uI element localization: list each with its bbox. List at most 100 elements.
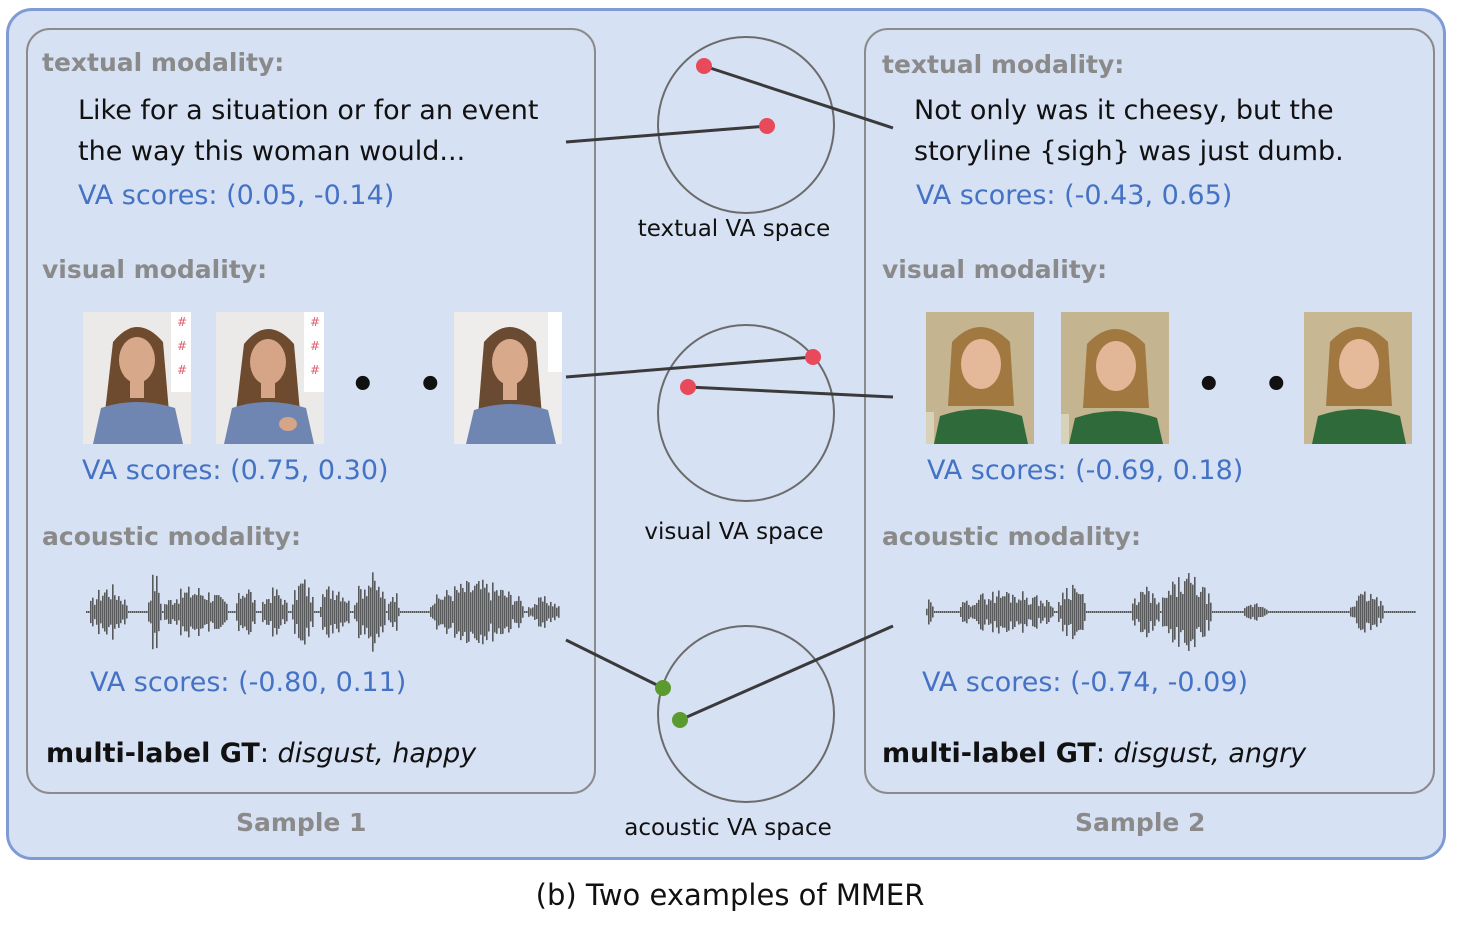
waveform-bar	[1264, 608, 1266, 616]
waveform-bar	[420, 611, 422, 613]
sample-2-video-frame-2	[1061, 312, 1169, 444]
waveform-bar	[360, 589, 362, 635]
waveform-bar	[1112, 611, 1114, 613]
waveform-bar	[252, 602, 254, 622]
waveform-bar	[942, 611, 944, 613]
waveform-bar	[408, 611, 410, 613]
waveform-bar	[220, 597, 222, 627]
waveform-bar	[1022, 591, 1024, 633]
waveform-bar	[1238, 611, 1240, 613]
waveform-bar	[972, 605, 974, 619]
waveform-bar	[1242, 611, 1244, 613]
waveform-bar	[316, 611, 318, 613]
waveform-bar	[1394, 611, 1396, 613]
waveform-bar	[264, 604, 266, 620]
waveform-bar	[1038, 606, 1040, 618]
waveform-bar	[314, 611, 316, 613]
waveform-bar	[1386, 611, 1388, 613]
waveform-bar	[1400, 611, 1402, 613]
waveform-bar	[1358, 595, 1360, 629]
waveform-bar	[1042, 603, 1044, 621]
waveform-bar	[116, 599, 118, 625]
waveform-bar	[224, 601, 226, 623]
waveform-bar	[302, 583, 304, 641]
waveform-bar	[432, 605, 434, 619]
waveform-bar	[400, 611, 402, 613]
waveform-bar	[530, 608, 532, 616]
waveform-bar	[284, 599, 286, 625]
waveform-bar	[1000, 597, 1002, 627]
sample-1-visual-va: VA scores: (0.75, 0.30)	[82, 455, 389, 486]
waveform-bar	[1032, 597, 1034, 627]
waveform-bar	[952, 611, 954, 613]
waveform-bar	[394, 602, 396, 622]
waveform-bar	[416, 611, 418, 613]
sample-1-textual-va: VA scores: (0.05, -0.14)	[78, 180, 395, 211]
waveform-bar	[378, 586, 380, 638]
waveform-bar	[1014, 596, 1016, 628]
waveform-bar	[468, 582, 470, 642]
waveform-bar	[546, 603, 548, 621]
waveform-bar	[1348, 611, 1350, 613]
waveform-bar	[1016, 602, 1018, 622]
waveform-bar	[234, 611, 236, 613]
waveform-bar	[1072, 584, 1074, 640]
waveform-bar	[1330, 611, 1332, 613]
waveform-bar	[1340, 611, 1342, 613]
waveform-bar	[368, 585, 370, 639]
waveform-bar	[986, 604, 988, 620]
waveform-bar	[492, 582, 494, 642]
waveform-bar	[1006, 591, 1008, 633]
waveform-bar	[1300, 611, 1302, 613]
waveform-bar	[1328, 611, 1330, 613]
waveform-bar	[1326, 611, 1328, 613]
waveform-bar	[1088, 611, 1090, 613]
waveform-bar	[182, 597, 184, 627]
waveform-bar	[458, 592, 460, 632]
waveform-bar	[1410, 611, 1412, 613]
waveform-bar	[442, 599, 444, 625]
sample-2-acoustic-va: VA scores: (-0.74, -0.09)	[922, 667, 1249, 698]
waveform-bar	[310, 602, 312, 622]
sample-1-acoustic-va: VA scores: (-0.80, 0.11)	[90, 667, 407, 698]
waveform-bar	[242, 595, 244, 629]
waveform-bar	[340, 601, 342, 623]
waveform-bar	[1158, 602, 1160, 622]
waveform-bar	[448, 595, 450, 629]
waveform-bar	[108, 596, 110, 628]
waveform-bar	[516, 600, 518, 624]
waveform-bar	[404, 611, 406, 613]
waveform-bar	[478, 581, 480, 643]
waveform-bar	[216, 595, 218, 629]
sample-1-ground-truth: multi-label GT: disgust, happy	[46, 738, 476, 769]
waveform-bar	[1382, 605, 1384, 619]
waveform-bar	[480, 589, 482, 635]
waveform-bar	[1012, 594, 1014, 630]
waveform-bar	[392, 597, 394, 627]
waveform-bar	[554, 603, 556, 621]
waveform-bar	[326, 589, 328, 635]
waveform-bar	[1198, 596, 1200, 628]
waveform-bar	[1206, 604, 1208, 620]
waveform-bar	[1398, 611, 1400, 613]
waveform-bar	[1350, 607, 1352, 617]
waveform-bar	[398, 607, 400, 617]
waveform-bar	[356, 602, 358, 622]
waveform-bar	[214, 595, 216, 629]
waveform-bar	[544, 596, 546, 628]
sample-2-acoustic-title: acoustic modality:	[882, 522, 1141, 551]
waveform-bar	[550, 601, 552, 623]
waveform-bar	[152, 574, 154, 650]
waveform-bar	[486, 583, 488, 641]
waveform-bar	[1162, 597, 1164, 627]
waveform-bar	[102, 595, 104, 629]
waveform-bar	[500, 589, 502, 635]
waveform-bar	[1048, 601, 1050, 623]
waveform-bar	[328, 586, 330, 638]
waveform-bar	[988, 599, 990, 625]
sample-2-quote-line-1: Not only was it cheesy, but the	[914, 95, 1334, 126]
waveform-bar	[384, 598, 386, 626]
waveform-bar	[1164, 597, 1166, 627]
waveform-bar	[1200, 591, 1202, 633]
sample-2-gt-separator: :	[1095, 738, 1114, 769]
